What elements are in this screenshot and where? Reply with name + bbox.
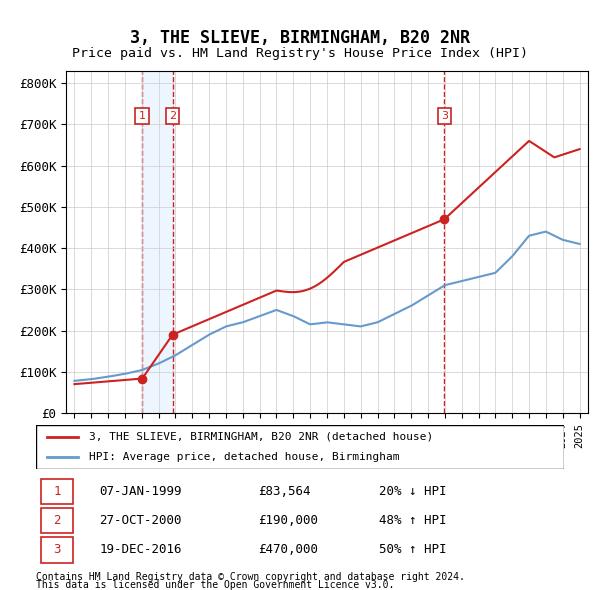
FancyBboxPatch shape: [41, 537, 73, 562]
FancyBboxPatch shape: [36, 425, 564, 469]
Text: 3, THE SLIEVE, BIRMINGHAM, B20 2NR (detached house): 3, THE SLIEVE, BIRMINGHAM, B20 2NR (deta…: [89, 432, 433, 442]
FancyBboxPatch shape: [41, 508, 73, 533]
Text: 07-JAN-1999: 07-JAN-1999: [100, 485, 182, 498]
Text: Price paid vs. HM Land Registry's House Price Index (HPI): Price paid vs. HM Land Registry's House …: [72, 47, 528, 60]
Text: HPI: Average price, detached house, Birmingham: HPI: Average price, detached house, Birm…: [89, 452, 400, 462]
FancyBboxPatch shape: [41, 479, 73, 504]
Text: 48% ↑ HPI: 48% ↑ HPI: [379, 514, 446, 527]
Text: £470,000: £470,000: [258, 543, 318, 556]
Text: Contains HM Land Registry data © Crown copyright and database right 2024.: Contains HM Land Registry data © Crown c…: [36, 572, 465, 582]
Text: 3: 3: [441, 111, 448, 121]
Text: 19-DEC-2016: 19-DEC-2016: [100, 543, 182, 556]
Text: 1: 1: [139, 111, 146, 121]
Text: £190,000: £190,000: [258, 514, 318, 527]
Text: 2: 2: [169, 111, 176, 121]
Text: 3: 3: [53, 543, 61, 556]
Text: £83,564: £83,564: [258, 485, 310, 498]
Text: 2: 2: [53, 514, 61, 527]
Text: 20% ↓ HPI: 20% ↓ HPI: [379, 485, 446, 498]
Text: This data is licensed under the Open Government Licence v3.0.: This data is licensed under the Open Gov…: [36, 581, 394, 590]
Text: 27-OCT-2000: 27-OCT-2000: [100, 514, 182, 527]
Text: 50% ↑ HPI: 50% ↑ HPI: [379, 543, 446, 556]
Bar: [142, 71, 173, 413]
Text: 1: 1: [53, 485, 61, 498]
Text: 3, THE SLIEVE, BIRMINGHAM, B20 2NR: 3, THE SLIEVE, BIRMINGHAM, B20 2NR: [130, 30, 470, 47]
